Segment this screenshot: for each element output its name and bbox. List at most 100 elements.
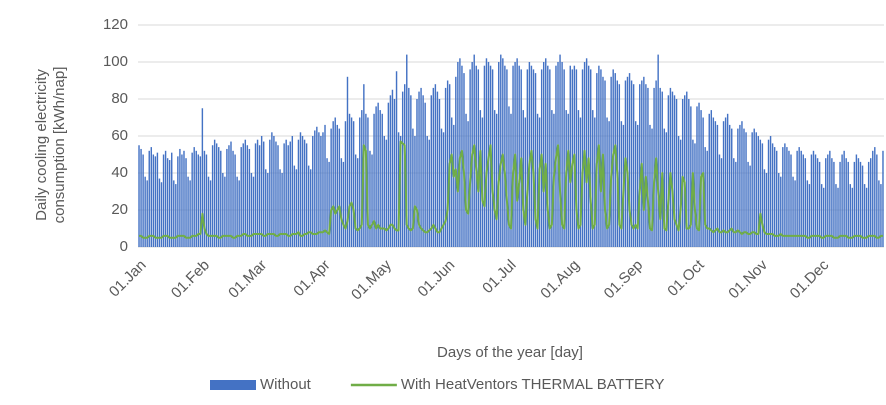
- bar: [228, 145, 230, 247]
- bar: [371, 154, 373, 247]
- bar: [869, 158, 872, 247]
- bar: [166, 158, 169, 247]
- bar: [477, 69, 480, 248]
- bar: [847, 161, 849, 247]
- bar: [771, 143, 774, 247]
- bar: [829, 150, 831, 247]
- bar: [412, 128, 414, 247]
- bar: [569, 65, 571, 247]
- bar: [637, 124, 639, 247]
- bar: [234, 154, 236, 247]
- x-tick-label: 01.Dec: [787, 256, 833, 302]
- bar: [710, 110, 713, 247]
- legend-label: With HeatVentors THERMAL BATTERY: [401, 376, 665, 393]
- bar: [483, 65, 486, 247]
- bar: [309, 169, 312, 247]
- bar: [761, 143, 764, 247]
- bar: [784, 143, 786, 247]
- bar: [399, 136, 402, 247]
- bar: [585, 58, 588, 247]
- bar: [422, 95, 424, 247]
- bar: [354, 154, 357, 247]
- bar: [874, 147, 876, 247]
- bar: [657, 54, 659, 247]
- bar: [318, 132, 320, 247]
- bar: [827, 154, 829, 247]
- bar: [651, 128, 653, 247]
- bar: [786, 147, 788, 247]
- bar: [647, 87, 649, 248]
- bar: [849, 184, 851, 247]
- bar: [643, 76, 645, 247]
- bar: [579, 117, 582, 247]
- bar: [796, 150, 798, 247]
- bar: [152, 154, 155, 247]
- bar: [236, 176, 238, 247]
- y-tick-label: 20: [111, 201, 128, 218]
- bar: [387, 102, 390, 247]
- bar: [681, 99, 684, 247]
- bar: [820, 184, 823, 247]
- bar: [303, 139, 306, 247]
- bar: [367, 117, 369, 247]
- bar: [457, 62, 459, 247]
- bar: [524, 117, 527, 247]
- bar: [438, 99, 441, 247]
- bar: [718, 154, 721, 247]
- bar: [291, 136, 294, 247]
- bar: [861, 165, 864, 247]
- bar: [211, 145, 214, 247]
- bar: [171, 152, 173, 247]
- bar: [575, 69, 578, 248]
- bar: [790, 154, 792, 247]
- x-tick-label: 01.Mar: [225, 257, 270, 302]
- bar: [434, 84, 437, 247]
- bar: [414, 136, 416, 247]
- bar: [559, 54, 561, 247]
- bar: [882, 150, 884, 247]
- bar: [872, 150, 874, 247]
- x-tick-label: 01.Jun: [414, 257, 458, 301]
- bar: [395, 71, 398, 247]
- bar: [220, 150, 222, 247]
- bar: [140, 148, 142, 247]
- bar: [218, 147, 220, 247]
- bar: [731, 128, 733, 247]
- y-axis-label: Daily cooling electricity: [33, 69, 50, 221]
- bar: [634, 121, 637, 247]
- x-tick-label: 01.Feb: [168, 257, 213, 302]
- bar: [500, 54, 502, 247]
- bar: [581, 69, 584, 248]
- bar: [677, 136, 680, 247]
- bar: [361, 110, 363, 247]
- bar: [385, 139, 388, 247]
- bar: [179, 148, 181, 247]
- bar: [393, 99, 396, 247]
- bar: [320, 136, 322, 247]
- bar: [688, 99, 690, 247]
- bar: [522, 110, 524, 247]
- bar: [322, 132, 324, 247]
- bar: [258, 145, 261, 247]
- y-tick-label: 120: [103, 16, 128, 33]
- x-tick-label: 01.Jul: [479, 257, 519, 297]
- bar: [545, 58, 547, 247]
- bar: [340, 158, 343, 247]
- bar: [502, 58, 504, 247]
- bar: [328, 161, 330, 247]
- x-tick-label: 01.Jan: [106, 257, 150, 301]
- bar: [203, 150, 206, 247]
- bar: [207, 176, 210, 247]
- bar: [577, 110, 580, 247]
- bar: [453, 124, 455, 247]
- bar: [837, 187, 839, 247]
- bar: [806, 180, 809, 247]
- bar: [510, 113, 512, 247]
- bar: [316, 126, 318, 247]
- bar: [469, 69, 471, 248]
- y-tick-label: 0: [120, 238, 128, 255]
- bar: [508, 106, 510, 248]
- bar: [479, 110, 482, 247]
- bar: [312, 136, 314, 247]
- bar: [686, 91, 688, 247]
